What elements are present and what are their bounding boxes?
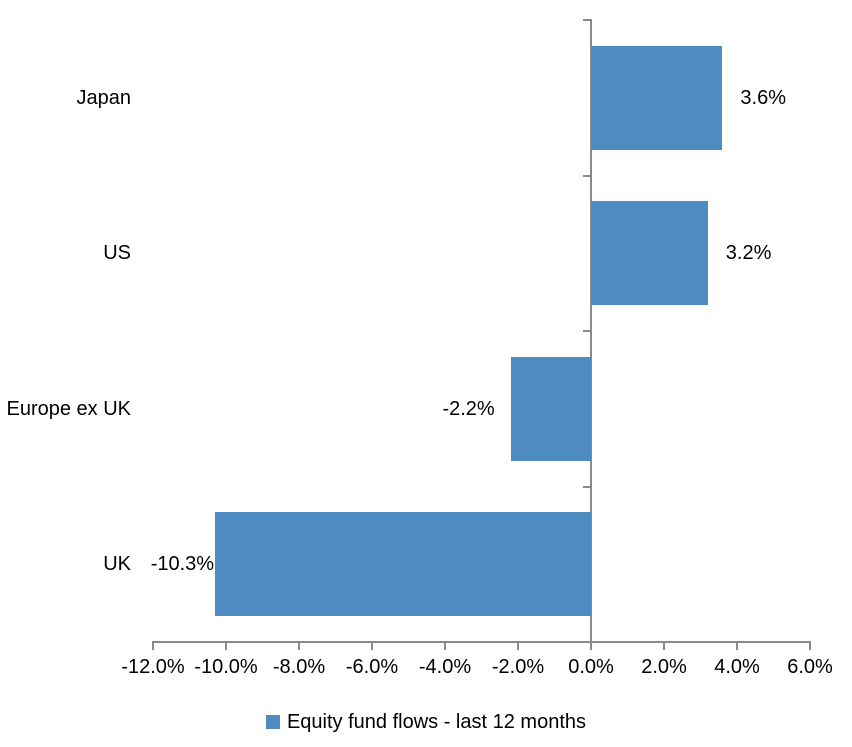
legend: Equity fund flows - last 12 months xyxy=(0,705,852,739)
value-label: 3.2% xyxy=(725,242,772,265)
x-axis-tick xyxy=(809,641,811,650)
category-label: UK xyxy=(103,553,131,576)
x-axis-tick xyxy=(152,641,154,650)
legend-label: Equity fund flows - last 12 months xyxy=(286,711,587,733)
category-axis-tick xyxy=(583,485,591,488)
category-label: US xyxy=(103,242,131,265)
bar-europe-ex-uk xyxy=(510,356,591,461)
bar-us xyxy=(591,201,708,306)
category-label: Japan xyxy=(76,86,132,109)
x-tick-label: 0.0% xyxy=(568,656,614,678)
category-axis-tick xyxy=(583,330,591,332)
x-axis-tick xyxy=(371,641,373,650)
category-label: Europe ex UK xyxy=(6,397,131,420)
value-label: -2.2% xyxy=(442,397,495,420)
value-label: -10.3% xyxy=(150,553,215,576)
category-axis-tick xyxy=(583,19,591,21)
x-tick-label: -2.0% xyxy=(491,656,545,678)
x-tick-label: 6.0% xyxy=(787,656,833,678)
x-tick-label: -8.0% xyxy=(272,656,326,678)
x-axis-tick xyxy=(736,641,738,650)
x-axis-tick xyxy=(444,641,446,650)
bar-uk xyxy=(215,512,591,617)
value-label: 3.6% xyxy=(740,86,786,109)
x-tick-label: -10.0% xyxy=(194,656,258,678)
legend-swatch-icon xyxy=(265,715,280,729)
x-axis-tick xyxy=(517,641,519,650)
x-tick-label: -4.0% xyxy=(418,656,472,678)
category-axis-line xyxy=(590,19,592,650)
x-tick-label: 2.0% xyxy=(641,656,687,678)
x-axis-line xyxy=(152,641,811,643)
bar-japan xyxy=(591,45,723,150)
x-tick-label: -6.0% xyxy=(345,656,399,678)
x-tick-label: 4.0% xyxy=(714,656,760,678)
x-axis-tick xyxy=(298,641,300,650)
x-tick-label: -12.0% xyxy=(121,656,185,678)
x-axis-tick xyxy=(225,641,227,650)
x-axis-tick xyxy=(663,641,665,650)
category-axis-tick xyxy=(583,174,591,177)
